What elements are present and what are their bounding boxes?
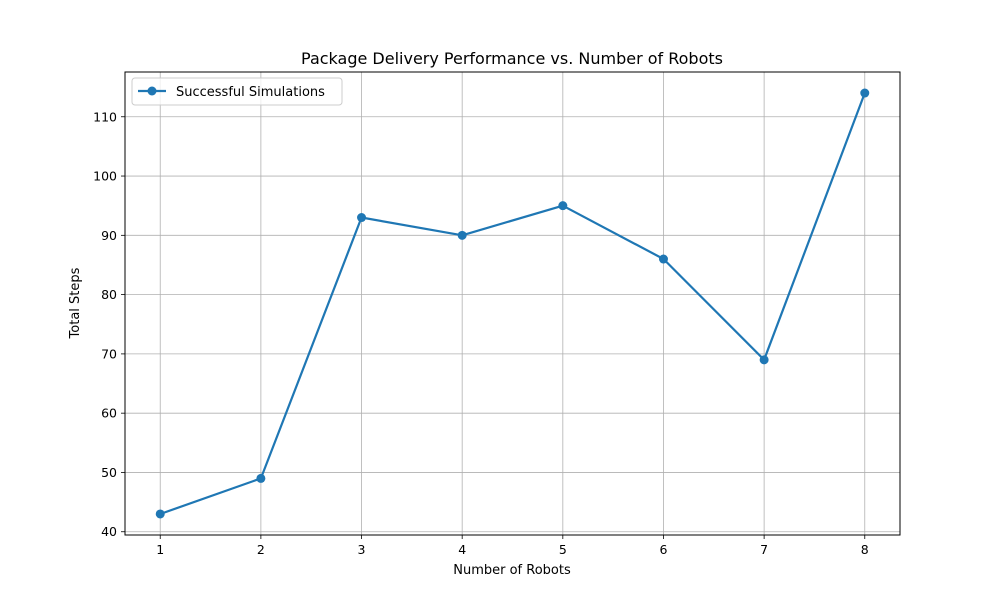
plot-frame: [124, 71, 901, 536]
grid: [125, 72, 900, 535]
y-tick-label: 60: [101, 406, 117, 421]
x-tick-label: 2: [257, 542, 265, 557]
y-tick-label: 100: [93, 169, 117, 184]
data-point: [357, 213, 367, 223]
y-tick-label: 110: [93, 109, 117, 124]
data-point: [558, 201, 568, 211]
x-tick-label: 3: [358, 542, 366, 557]
y-axis-label: Total Steps: [68, 267, 83, 339]
x-axis: 1 2 3 4 5 6 7 8: [156, 535, 869, 557]
x-axis-label: Number of Robots: [453, 563, 571, 578]
x-tick-label: 8: [861, 542, 869, 557]
chart-title: Package Delivery Performance vs. Number …: [301, 49, 723, 68]
y-tick-label: 90: [101, 228, 117, 243]
data-point: [860, 88, 870, 98]
data-point: [457, 230, 467, 240]
x-tick-label: 7: [760, 542, 768, 557]
data-point: [256, 473, 266, 483]
x-tick-label: 5: [559, 542, 567, 557]
data-point: [658, 254, 668, 264]
y-tick-label: 50: [101, 465, 117, 480]
series-group: [155, 88, 870, 519]
legend-entry-label: Successful Simulations: [176, 85, 325, 100]
x-tick-label: 6: [659, 542, 667, 557]
y-tick-label: 70: [101, 346, 117, 361]
legend-box: [131, 77, 343, 106]
y-tick-label: 40: [101, 524, 117, 539]
y-axis: 40 50 60 70 80 90 100 110: [93, 109, 125, 539]
legend-marker-swatch: [147, 86, 157, 96]
y-tick-label: 80: [101, 287, 117, 302]
series-line: [159, 92, 866, 516]
legend: Successful Simulations: [131, 77, 343, 106]
x-tick-label: 1: [156, 542, 164, 557]
data-point: [155, 509, 165, 519]
x-tick-label: 4: [458, 542, 466, 557]
data-point: [759, 355, 769, 365]
